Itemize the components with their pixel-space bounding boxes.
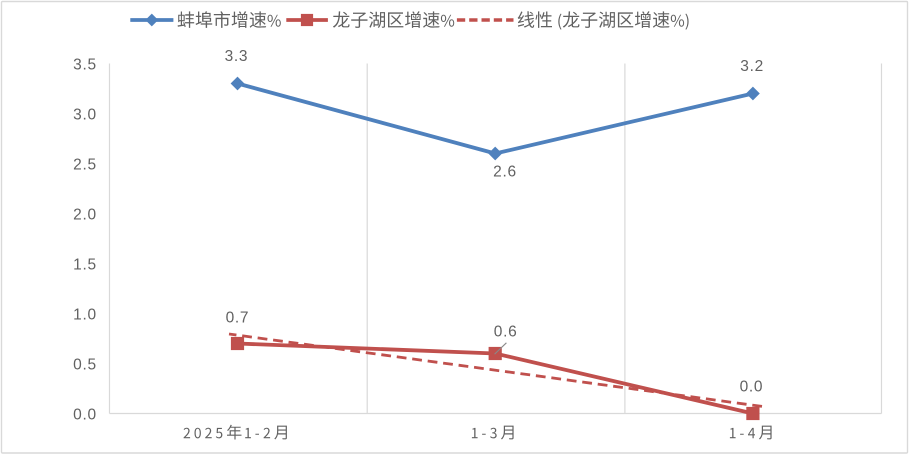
svg-text:0.7: 0.7 [226, 310, 250, 327]
svg-text:0.5: 0.5 [73, 357, 97, 374]
svg-text:3.3: 3.3 [225, 48, 249, 65]
svg-text:0.0: 0.0 [73, 407, 97, 424]
svg-text:3.2: 3.2 [740, 58, 764, 75]
svg-text:2.0: 2.0 [73, 207, 97, 224]
svg-text:1.5: 1.5 [73, 257, 97, 274]
svg-text:2.6: 2.6 [493, 164, 517, 181]
svg-text:0.0: 0.0 [740, 378, 764, 395]
svg-text:0.6: 0.6 [494, 323, 518, 340]
svg-text:2.5: 2.5 [73, 157, 97, 174]
svg-text:3.5: 3.5 [73, 57, 97, 74]
svg-text:1.0: 1.0 [73, 307, 97, 324]
svg-text:3.0: 3.0 [73, 107, 97, 124]
